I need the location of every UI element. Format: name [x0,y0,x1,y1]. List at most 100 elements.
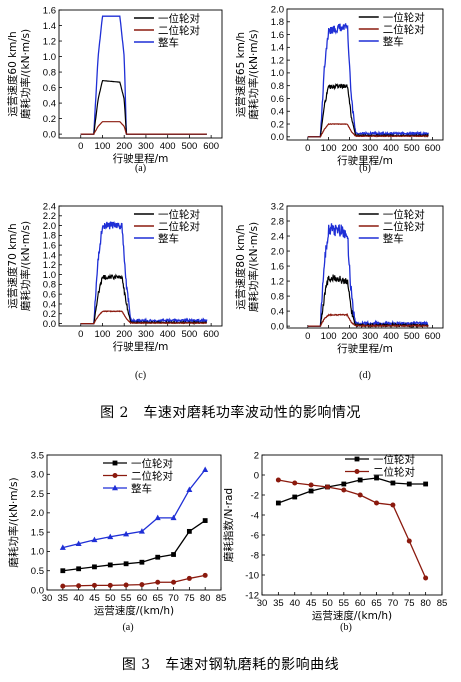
y-tick-label: 3.5 [31,450,44,461]
data-point [406,481,412,487]
y-tick-label: 1.0 [31,547,44,558]
y-tick-label: 0.6 [43,289,56,300]
x-tick-label: 55 [121,593,132,604]
x-tick-label: 0 [78,329,83,340]
y-tick-label: 1.4 [43,21,56,32]
y-tick-label: 2.8 [271,216,284,227]
y-tick-label: 1.2 [43,36,56,47]
legend-label: 一位轮对 [383,11,425,24]
y-tick-label: 1.2 [271,55,284,66]
data-point [357,492,363,498]
y-tick-label: -6 [251,530,259,541]
x-tick-label: 300 [138,141,154,152]
y-tick-label: 1.8 [271,17,284,28]
y-tick-label: 0.8 [43,67,56,78]
x-tick-label: 500 [181,141,197,152]
x-tick-label: 0 [305,331,310,342]
data-point [406,538,412,544]
x-axis-label: 运营速度/(km/h) [312,609,392,622]
x-tick-label: 0 [78,141,83,152]
data-point [171,579,177,585]
y-axis-label: 运营速度70 km/h [6,223,19,308]
x-tick-label: 300 [138,329,154,340]
x-tick-label: 85 [216,593,227,604]
y-tick-label: 0.8 [271,291,284,302]
y-axis-label: 运营速度65 km/h [234,32,247,117]
y-tick-label: 0.0 [43,319,56,330]
x-tick-label: 600 [425,331,441,342]
data-point [186,575,192,581]
legend-marker [354,469,360,474]
series-line-2 [80,273,208,326]
figure2-caption: 图 2 车速对磨耗功率波动性的影响情况 [100,405,361,421]
y-tick-label: 0.5 [31,566,44,577]
x-axis-label: 运营速度/(km/h) [94,604,174,617]
x-tick-label: 100 [321,143,337,154]
y-tick-label: 0 [254,470,259,481]
y-tick-label: 2 [254,450,259,461]
y-tick-label: 1.6 [271,30,284,41]
data-point [202,518,208,523]
series-line-2 [62,574,206,587]
data-point [107,582,113,588]
data-point [171,552,176,557]
series-line-1 [80,220,208,325]
x-axis-label: 行驶里程/m [113,340,169,353]
data-point [107,562,113,568]
data-point [202,572,208,578]
data-point [123,561,129,567]
x-tick-label: 400 [160,329,176,340]
x-tick-label: 50 [105,593,116,604]
y-tick-label: -4 [251,510,259,521]
series-line-2 [80,80,207,135]
series-line-3 [80,310,207,325]
legend-marker [354,456,360,462]
legend-label: 整车 [383,232,404,245]
data-point [139,559,145,565]
y-axis-label: 磨耗指数/N·rad [222,488,235,562]
data-point [308,488,314,494]
y-tick-label: 1.4 [271,43,284,54]
data-point [123,582,129,588]
legend-marker [112,484,118,491]
x-tick-label: 40 [73,593,84,604]
x-tick-label: 200 [341,143,357,154]
plot-frame [261,454,443,596]
data-point [76,583,82,589]
data-point [341,481,347,487]
y-tick-label: 0.4 [43,98,56,109]
data-point [75,540,82,547]
y-tick-label: 1.6 [43,240,56,251]
legend-label: 整车 [158,232,179,245]
legend-label: 二位轮对 [131,470,173,483]
x-tick-label: 300 [362,143,378,154]
x-tick-label: 400 [383,143,399,154]
y-tick-label: 0.4 [271,306,284,317]
x-tick-label: 55 [339,598,350,609]
legend-label: 一位轮对 [158,12,200,25]
x-tick-label: 45 [89,593,100,604]
y-tick-label: 1.0 [43,52,56,63]
data-point [107,533,114,540]
x-tick-label: 75 [184,593,195,604]
x-tick-label: 35 [273,598,284,609]
x-tick-label: 200 [341,331,357,342]
y-tick-label: 1.0 [43,270,56,281]
y-tick-label: 1.8 [43,231,56,242]
x-tick-label: 35 [58,593,69,604]
x-tick-label: 100 [95,141,111,152]
figure3-caption: 图 3 车速对钢轨磨耗的影响曲线 [121,657,340,673]
x-tick-label: 600 [203,329,219,340]
y-tick-label: 1.6 [271,261,284,272]
x-tick-label: 60 [137,593,148,604]
y-tick-label: 2.4 [43,201,56,212]
data-point [423,575,429,581]
x-axis-label: 行驶里程/m [337,154,393,167]
y-tick-label: 2.0 [43,221,56,232]
data-point [139,582,145,588]
data-point [374,500,380,506]
panel-label: (b) [359,163,371,174]
legend-label: 二位轮对 [158,24,200,37]
data-point [186,528,192,534]
